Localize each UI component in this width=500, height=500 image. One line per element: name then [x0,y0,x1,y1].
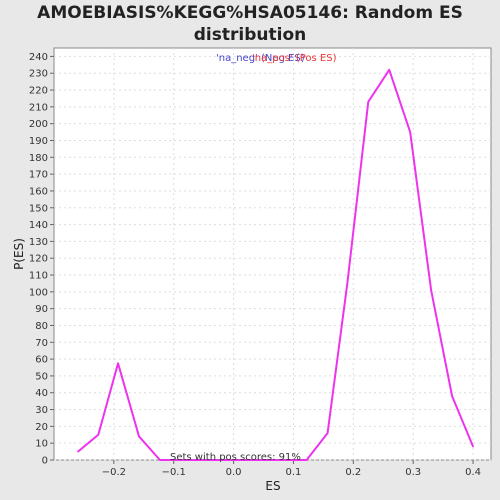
pos-scores-annotation: Sets with pos scores: 91% [170,452,301,463]
grid-lines [54,48,491,461]
y-tick-label: 110 [29,271,48,282]
x-tick-label: 0.4 [465,467,481,478]
data-point [388,69,391,71]
y-tick-label: 210 [29,102,48,113]
axes: 0 10 20 30 40 50 60 70 80 90 100 110 120 130 140 150 160… [29,52,481,478]
data-point [117,362,119,365]
data-point [138,435,140,438]
y-tick-label: 190 [29,136,48,147]
legend-pos-es: 'na_pos' (Pos ES) [252,53,337,64]
y-tick-label: 90 [35,304,48,315]
y-tick-label: 20 [35,422,48,433]
data-point [305,459,308,461]
x-tick-label: 0.3 [405,467,421,478]
y-tick-label: 150 [29,203,48,214]
y-tick-label: 50 [35,371,48,382]
legend-neg-es: 'na_neg' (Neg ES) [216,53,305,64]
y-tick-label: 130 [29,237,48,248]
legend: 'na_neg' (Neg ES) 'na_pos' (Pos ES) [216,53,337,64]
y-tick-label: 70 [35,338,48,349]
y-tick-label: 240 [29,52,48,63]
data-point [326,432,329,434]
x-tick-label: 0.2 [345,467,361,478]
y-tick-label: 80 [35,321,48,332]
x-tick-label: 0.1 [285,467,301,478]
y-tick-label: 60 [35,355,48,366]
y-tick-label: 0 [42,456,48,467]
data-point [472,445,474,448]
y-axis-label: P(ES) [12,238,26,270]
data-point [346,282,349,285]
y-tick-label: 10 [35,439,48,450]
y-tick-label: 170 [29,170,48,181]
data-point [367,101,370,103]
y-tick-label: 230 [29,69,48,80]
y-tick-label: 30 [35,405,48,416]
y-tick-label: 120 [29,254,48,265]
y-tick-label: 180 [29,153,48,164]
data-point [430,289,432,291]
x-axis-label: ES [265,479,280,493]
chart-title-line1: AMOEBIASIS%KEGG%HSA05146: Random ES [37,3,463,23]
data-point [409,131,411,133]
chart-title: AMOEBIASIS%KEGG%HSA05146: Random ES dist… [0,2,500,46]
y-tick-label: 220 [29,86,48,97]
y-tick-label: 40 [35,388,48,399]
y-tick-label: 200 [29,119,48,130]
y-tick-label: 140 [29,220,48,231]
y-tick-label: 100 [29,287,48,298]
series-layer [77,68,474,461]
data-point [451,395,453,397]
y-tick-label: 160 [29,186,48,197]
x-tick-label: 0.0 [226,467,242,478]
x-tick-label: −0.1 [162,467,186,478]
data-point [159,459,161,461]
chart-title-line2: distribution [193,25,307,45]
data-point [97,433,100,436]
series-line-0 [77,68,474,461]
x-tick-label: −0.2 [102,467,126,478]
data-point [77,450,79,453]
